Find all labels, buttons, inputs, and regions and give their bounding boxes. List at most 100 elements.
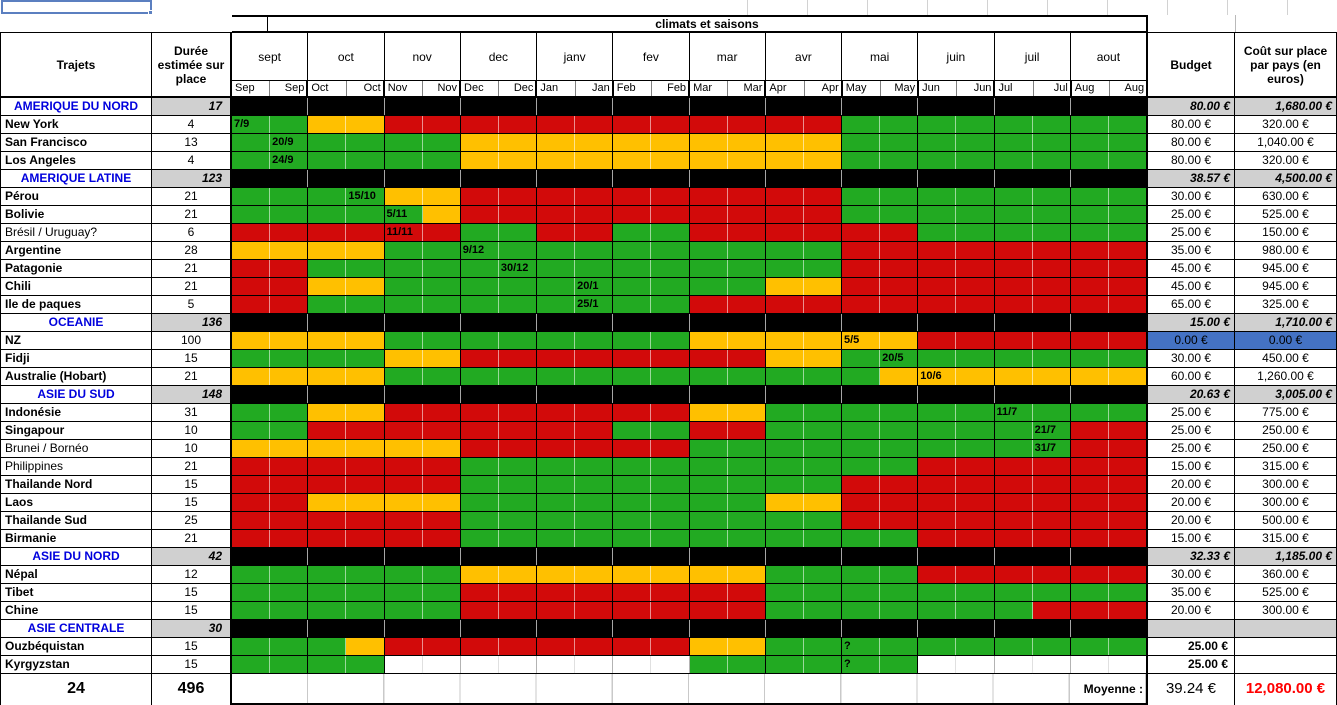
climate-cell[interactable] <box>765 278 804 295</box>
cost-cell[interactable]: 450.00 € <box>1235 350 1337 367</box>
climate-cell[interactable] <box>880 224 919 241</box>
climate-cell[interactable] <box>651 224 690 241</box>
climate-cell[interactable] <box>422 332 461 349</box>
climate-cell[interactable] <box>1032 260 1071 277</box>
climate-cell[interactable] <box>956 332 995 349</box>
climate-cell[interactable] <box>727 422 766 439</box>
half-month-header-cell[interactable]: Feb <box>652 81 691 96</box>
climate-cell[interactable] <box>232 458 271 475</box>
climate-cell[interactable] <box>994 98 1033 115</box>
climate-cell[interactable] <box>651 386 690 403</box>
climate-cell[interactable] <box>689 278 728 295</box>
climate-cell[interactable] <box>498 638 537 655</box>
half-month-header-cell[interactable]: Aug <box>1124 82 1145 94</box>
climate-cell[interactable] <box>956 152 995 169</box>
climate-cell[interactable] <box>346 170 385 187</box>
climate-cell[interactable] <box>1070 476 1109 493</box>
climate-cell[interactable] <box>498 242 537 259</box>
climate-cell[interactable] <box>918 314 957 331</box>
climate-cell[interactable] <box>842 494 881 511</box>
climate-cell[interactable] <box>651 404 690 421</box>
climate-cell[interactable] <box>651 116 690 133</box>
climate-cell[interactable] <box>880 494 919 511</box>
duration-cell[interactable]: 15 <box>152 584 232 601</box>
climate-cell[interactable] <box>803 116 842 133</box>
climate-cell[interactable] <box>270 332 309 349</box>
half-month-header-cell[interactable]: May <box>881 81 920 96</box>
climate-cell[interactable] <box>498 422 537 439</box>
climate-cell[interactable] <box>422 620 461 637</box>
climate-cell[interactable] <box>727 656 766 673</box>
duration-cell[interactable]: 15 <box>152 602 232 619</box>
climate-cell[interactable] <box>689 314 728 331</box>
climate-cell[interactable] <box>232 512 271 529</box>
row-label-cell[interactable]: Tibet <box>0 584 152 601</box>
climate-cell[interactable] <box>765 584 804 601</box>
climate-cell[interactable] <box>498 440 537 457</box>
climate-cell[interactable] <box>956 170 995 187</box>
climate-cell[interactable] <box>689 134 728 151</box>
cost-cell[interactable]: 250.00 € <box>1235 422 1337 439</box>
climate-cell[interactable]: 5/11 <box>384 206 423 223</box>
duration-cell[interactable]: 21 <box>152 278 232 295</box>
climate-cell[interactable] <box>1070 260 1109 277</box>
climate-cell[interactable] <box>613 548 652 565</box>
climate-cell[interactable] <box>1070 206 1109 223</box>
duration-cell[interactable]: 15 <box>152 656 232 673</box>
climate-cell[interactable] <box>270 260 309 277</box>
climate-cell[interactable] <box>956 494 995 511</box>
climate-cell[interactable] <box>689 116 728 133</box>
row-label-cell[interactable]: Népal <box>0 566 152 583</box>
climate-cell[interactable] <box>460 422 499 439</box>
duration-cell[interactable]: 12 <box>152 566 232 583</box>
climate-cell[interactable] <box>994 152 1033 169</box>
climate-cell[interactable] <box>232 314 271 331</box>
climate-cell[interactable] <box>308 242 347 259</box>
climate-cell[interactable] <box>498 656 537 673</box>
climate-cell[interactable] <box>1108 206 1146 223</box>
climate-cell[interactable] <box>803 242 842 259</box>
climate-cell[interactable] <box>460 332 499 349</box>
climate-cell[interactable] <box>1070 188 1109 205</box>
climate-cell[interactable] <box>1108 368 1146 385</box>
climate-cell[interactable] <box>994 620 1033 637</box>
climate-cell[interactable] <box>384 494 423 511</box>
climate-cell[interactable] <box>498 152 537 169</box>
climate-cell[interactable] <box>1070 602 1109 619</box>
climate-cell[interactable] <box>346 278 385 295</box>
climate-cell[interactable] <box>422 530 461 547</box>
budget-cell[interactable]: 25.00 € <box>1146 638 1235 655</box>
climate-cell[interactable] <box>880 584 919 601</box>
climate-cell[interactable] <box>232 152 271 169</box>
climate-cell[interactable] <box>689 386 728 403</box>
climate-cell[interactable] <box>498 314 537 331</box>
climate-cell[interactable] <box>918 494 957 511</box>
climate-cell[interactable] <box>1032 242 1071 259</box>
climate-cell[interactable] <box>727 458 766 475</box>
cost-cell[interactable]: 150.00 € <box>1235 224 1337 241</box>
cost-cell[interactable]: 300.00 € <box>1235 476 1337 493</box>
climate-cell[interactable] <box>346 350 385 367</box>
climate-cell[interactable] <box>994 422 1033 439</box>
climate-cell[interactable] <box>994 260 1033 277</box>
climate-cell[interactable] <box>842 350 881 367</box>
climate-cell[interactable] <box>727 314 766 331</box>
climate-cell[interactable] <box>765 656 804 673</box>
climate-cell[interactable] <box>537 206 576 223</box>
climate-cell[interactable] <box>842 620 881 637</box>
climate-cell[interactable] <box>270 476 309 493</box>
climate-cell[interactable] <box>651 422 690 439</box>
climate-cell[interactable] <box>460 134 499 151</box>
climate-cell[interactable] <box>308 566 347 583</box>
climate-cell[interactable] <box>308 530 347 547</box>
climate-cell[interactable] <box>270 530 309 547</box>
climate-cell[interactable]: ? <box>842 656 881 673</box>
climate-cell[interactable] <box>803 494 842 511</box>
climate-cell[interactable] <box>613 458 652 475</box>
climate-cell[interactable] <box>651 602 690 619</box>
climate-cell[interactable] <box>384 476 423 493</box>
climats-title[interactable]: climats et saisons <box>655 17 759 31</box>
climate-cell[interactable] <box>422 116 461 133</box>
climate-cell[interactable] <box>1032 368 1071 385</box>
climate-cell[interactable] <box>727 152 766 169</box>
